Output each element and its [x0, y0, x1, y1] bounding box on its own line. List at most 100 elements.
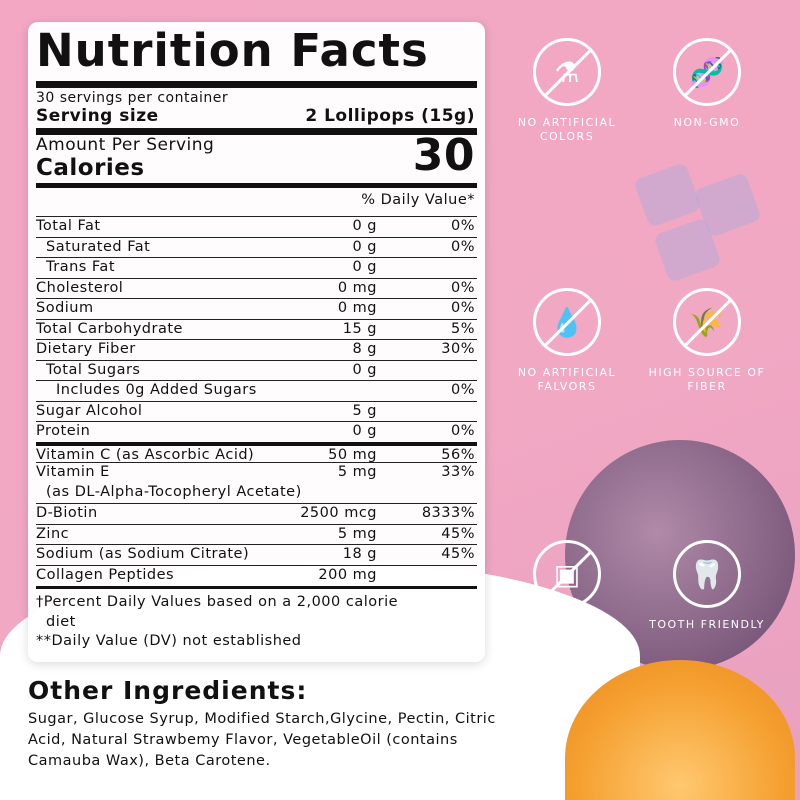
nutrient-name: Total Carbohydrate — [36, 320, 183, 337]
nutrient-row: Sodium 0 mg 0% — [36, 298, 477, 319]
badge-label: NO ARTIFICIAL FALVORS — [517, 366, 617, 393]
calories-value: 30 — [412, 130, 475, 181]
feature-badge: 🌾 HIGH SOURCE OF FIBER — [632, 288, 782, 394]
divider — [36, 128, 477, 135]
nutrient-dv: 30% — [441, 341, 475, 357]
label-title: Nutrition Facts — [36, 24, 429, 77]
nutrient-dv: 45% — [441, 525, 475, 542]
test-tube-icon: ⚗ — [533, 38, 601, 106]
nutrient-row: Zinc 5 mg 45% — [36, 523, 477, 545]
nutrient-name: (as DL-Alpha-Tocopheryl Acetate) — [46, 483, 302, 500]
nutrient-amount: 0 g — [352, 361, 377, 378]
divider — [36, 81, 477, 88]
amount-per-serving: Amount Per Serving — [36, 135, 215, 155]
nutrient-name: Sodium — [36, 300, 94, 316]
nutrient-row: Total Sugars 0 g — [36, 359, 477, 381]
nutrient-name: D-Biotin — [36, 505, 98, 521]
nutrient-name: Zinc — [36, 525, 70, 542]
calories-label: Calories — [36, 155, 145, 181]
serving-size-value: 2 Lollipops (15g) — [305, 106, 475, 126]
nutrient-name: Cholesterol — [36, 279, 124, 296]
nutrient-amount: 15 g — [342, 320, 377, 337]
nutrient-name: Vitamin C (as Ascorbic Acid) — [36, 446, 255, 463]
servings-per-container: 30 servings per container — [36, 90, 229, 106]
nutrient-row: Sugar Alcohol 5 g — [36, 400, 477, 422]
nutrient-amount: 0 mg — [337, 300, 377, 316]
tooth-icon: 🦷 — [673, 540, 741, 608]
nutrient-row: (as DL-Alpha-Tocopheryl Acetate) — [36, 483, 477, 504]
wheat-icon: 🌾 — [673, 288, 741, 356]
nutrient-dv: 33% — [441, 464, 475, 480]
nutrient-name: Protein — [36, 423, 91, 439]
nutrient-name: Vitamin E — [36, 464, 110, 480]
nutrient-row: Total Fat 0 g 0% — [36, 216, 477, 237]
nutrient-dv: 45% — [441, 546, 475, 562]
divider — [36, 586, 477, 589]
nutrient-dv: 8333% — [421, 505, 475, 521]
nutrient-name: Includes 0g Added Sugars — [56, 382, 257, 398]
nutrient-row: Collagen Peptides 200 mg — [36, 564, 477, 586]
nutrient-row: Trans Fat 0 g — [36, 257, 477, 278]
dna-icon: 🧬 — [673, 38, 741, 106]
badge-label: NO ARTIFICIAL COLORS — [517, 116, 617, 143]
nutrient-amount: 5 g — [352, 402, 377, 419]
nutrient-amount: 0 mg — [337, 279, 377, 296]
nutrient-dv: 0% — [450, 279, 475, 296]
nutrient-amount: 0 g — [352, 238, 377, 255]
nutrient-name: Saturated Fat — [46, 238, 151, 255]
nutrient-row: Vitamin E 5 mg 33% — [36, 462, 477, 483]
badge-label: HIGH SOURCE OF FIBER — [648, 366, 766, 393]
nutrient-row: Saturated Fat 0 g 0% — [36, 236, 477, 258]
badge-label: NON-GMO — [673, 116, 741, 129]
nutrient-dv: 0% — [450, 300, 475, 316]
feature-badge: 🧬 NON-GMO — [632, 38, 782, 130]
nutrient-amount: 8 g — [352, 341, 377, 357]
nutrient-dv: 0% — [450, 238, 475, 255]
nutrient-amount: 0 g — [352, 423, 377, 439]
nutrient-name: Trans Fat — [46, 259, 116, 275]
footnote-dv: **Daily Value (DV) not established — [36, 633, 302, 649]
nutrient-name: Sodium (as Sodium Citrate) — [36, 546, 250, 562]
nutrient-name: Collagen Peptides — [36, 566, 175, 583]
nutrient-dv: 56% — [441, 446, 475, 463]
nutrient-row: Sodium (as Sodium Citrate) 18 g 45% — [36, 544, 477, 565]
nutrient-name: Dietary Fiber — [36, 341, 136, 357]
nutrient-amount: 5 mg — [337, 464, 377, 480]
nutrient-name: Total Fat — [36, 218, 101, 234]
badge-label: TOOTH FRIENDLY — [649, 618, 765, 631]
badge-label: SUGAR FREE — [524, 618, 610, 631]
dropper-icon: 💧 — [533, 288, 601, 356]
nutrient-dv: 5% — [450, 320, 475, 337]
nutrient-name: Total Sugars — [46, 361, 141, 378]
feature-badge: 🦷 TOOTH FRIENDLY — [632, 540, 782, 632]
daily-value-header: % Daily Value* — [361, 192, 475, 208]
nutrient-amount: 0 g — [352, 259, 377, 275]
nutrient-row: Protein 0 g 0% — [36, 421, 477, 442]
footnote: †Percent Daily Values based on a 2,000 c… — [36, 594, 399, 610]
divider — [36, 183, 477, 188]
ingredients-text: Sugar, Glucose Syrup, Modified Starch,Gl… — [28, 711, 496, 769]
nutrient-dv: 0% — [450, 382, 475, 398]
ingredients-heading: Other Ingredients: — [28, 676, 308, 705]
nutrient-row: Total Carbohydrate 15 g 5% — [36, 318, 477, 340]
nutrient-amount: 2500 mcg — [300, 505, 377, 521]
serving-size-label: Serving size — [36, 106, 159, 126]
nutrient-row: Dietary Fiber 8 g 30% — [36, 339, 477, 360]
nutrient-amount: 50 mg — [328, 446, 377, 463]
feature-badge: ⚗ NO ARTIFICIAL COLORS — [492, 38, 642, 144]
nutrient-amount: 18 g — [342, 546, 377, 562]
nutrient-amount: 200 mg — [318, 566, 377, 583]
nutrient-row: Cholesterol 0 mg 0% — [36, 277, 477, 299]
nutrient-amount: 0 g — [352, 218, 377, 234]
nutrient-row: D-Biotin 2500 mcg 8333% — [36, 503, 477, 524]
nutrient-row: Includes 0g Added Sugars 0% — [36, 380, 477, 401]
nutrient-dv: 0% — [450, 423, 475, 439]
nutrition-facts-panel: Nutrition Facts 30 servings per containe… — [28, 22, 485, 662]
nutrient-name: Sugar Alcohol — [36, 402, 143, 419]
feature-badge: ▣ SUGAR FREE — [492, 540, 642, 632]
feature-badge: 💧 NO ARTIFICIAL FALVORS — [492, 288, 642, 394]
footnote-cont: diet — [46, 614, 76, 630]
nutrient-row: Vitamin C (as Ascorbic Acid) 50 mg 56% — [36, 441, 477, 463]
sugar-cube-icon: ▣ — [533, 540, 601, 608]
nutrient-amount: 5 mg — [337, 525, 377, 542]
